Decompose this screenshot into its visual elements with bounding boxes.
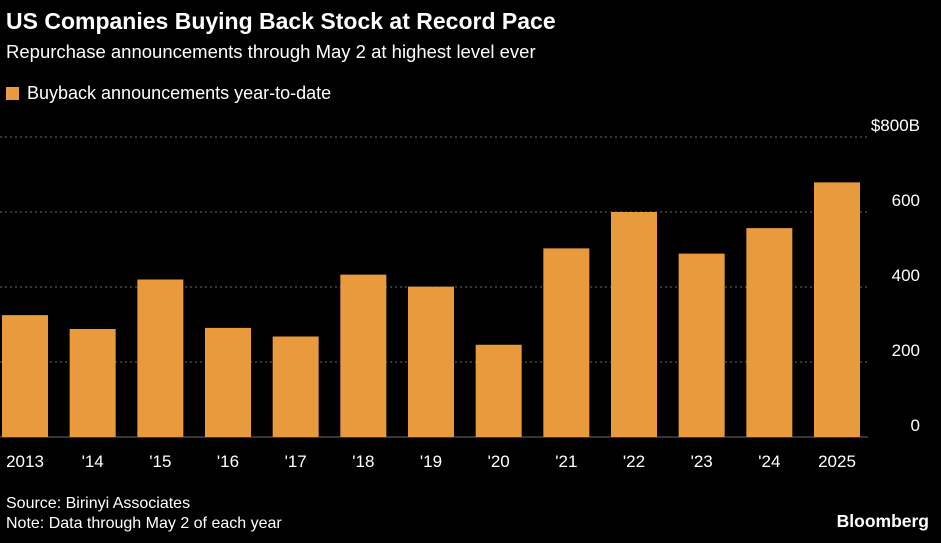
- chart-title: US Companies Buying Back Stock at Record…: [6, 8, 556, 34]
- x-axis-ticks: 2013 '14 '15 '16 '17 '18 '19 '20 '21 '22 '23 '24 202…: [6, 452, 856, 471]
- y-tick-label: 0: [911, 416, 920, 435]
- y-tick-label: $800B: [871, 116, 920, 135]
- x-tick-label: '21: [555, 452, 577, 471]
- x-tick-label: '16: [217, 452, 239, 471]
- bar: [543, 248, 590, 437]
- bar: [340, 274, 387, 437]
- x-tick-label: '24: [758, 452, 780, 471]
- x-tick-label: '19: [420, 452, 442, 471]
- data-note: Note: Data through May 2 of each year: [6, 515, 282, 532]
- x-tick-label: '22: [623, 452, 645, 471]
- bar: [2, 315, 48, 437]
- bloomberg-logo: Bloomberg: [836, 511, 929, 531]
- bar: [408, 286, 454, 437]
- x-tick-label: '23: [691, 452, 713, 471]
- x-tick-label: '18: [352, 452, 374, 471]
- x-tick-label: '20: [488, 452, 510, 471]
- x-tick-label: '14: [82, 452, 104, 471]
- bar: [205, 327, 251, 437]
- bar: [272, 336, 319, 437]
- legend: Buyback announcements year-to-date: [6, 82, 331, 104]
- bar: [69, 329, 116, 437]
- bar: [137, 279, 184, 437]
- chart-subtitle: Repurchase announcements through May 2 a…: [6, 41, 536, 62]
- y-tick-label: 200: [892, 341, 920, 360]
- y-axis-ticks: 0 200 400 600 $800B: [871, 116, 920, 435]
- legend-label: Buyback announcements year-to-date: [27, 82, 332, 103]
- bar: [746, 228, 793, 437]
- x-tick-label: 2025: [818, 452, 856, 471]
- bar: [475, 344, 522, 437]
- y-tick-label: 400: [892, 266, 920, 285]
- source-note: Source: Birinyi Associates: [6, 495, 191, 512]
- x-tick-label: '15: [149, 452, 171, 471]
- x-tick-label: '17: [285, 452, 307, 471]
- bar: [611, 212, 657, 437]
- bars: [2, 182, 860, 437]
- bar: [678, 253, 725, 437]
- bar: [814, 182, 860, 437]
- legend-swatch: [6, 86, 19, 100]
- y-tick-label: 600: [892, 191, 920, 210]
- x-tick-label: 2013: [6, 452, 44, 471]
